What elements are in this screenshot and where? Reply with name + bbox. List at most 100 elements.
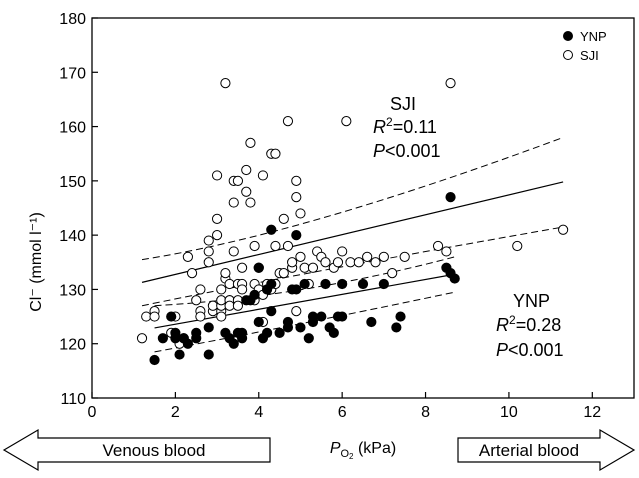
data-point-ynp (328, 327, 339, 338)
x-tick-label: 12 (583, 404, 601, 421)
data-point-ynp (295, 322, 306, 333)
data-point-sji (186, 268, 198, 279)
confidence-band-sji (141, 136, 564, 261)
data-point-sji (245, 197, 256, 208)
data-point-ynp (307, 311, 319, 322)
data-point-sji (291, 192, 302, 203)
data-point-ynp (337, 311, 348, 322)
arterial-blood-arrow: Arterial blood (457, 428, 636, 472)
arterial-arrow-label: Arterial blood (479, 441, 579, 460)
data-point-ynp (166, 311, 177, 322)
data-point-ynp (253, 262, 264, 273)
data-point-sji (387, 268, 398, 279)
data-point-sji (228, 197, 239, 208)
confidence-band-sji (141, 226, 564, 307)
y-tick-label: 180 (59, 11, 86, 28)
data-point-sji (337, 246, 348, 257)
plot-frame (91, 17, 635, 399)
data-point-ynp (262, 327, 273, 338)
data-point-sji (216, 284, 227, 295)
venous-blood-arrow: Venous blood (2, 428, 271, 472)
data-point-ynp (282, 322, 294, 333)
data-point-sji (141, 311, 152, 322)
data-point-sji (270, 240, 281, 252)
data-point-sji (512, 240, 523, 252)
data-point-sji (345, 257, 356, 268)
data-point-sji (445, 78, 456, 89)
y-tick-label: 130 (59, 282, 86, 299)
data-point-ynp (228, 338, 239, 349)
data-point-sji (220, 268, 231, 279)
data-point-sji (182, 251, 193, 262)
x-tick-label: 4 (254, 404, 263, 421)
y-tick-label: 150 (59, 174, 86, 191)
y-axis-label-text: Cl⁻ (mmol l⁻¹) (28, 212, 45, 312)
data-point-sji (220, 78, 231, 89)
data-point-sji (203, 246, 214, 257)
venous-arrow-shape (2, 428, 271, 472)
annotation-ynp-p: P<0.001 (496, 340, 564, 360)
y-tick-label: 140 (59, 228, 86, 245)
data-point-sji (228, 246, 239, 257)
annotation-sji: SJI R2=0.11 P<0.001 (373, 94, 441, 161)
data-point-ynp (174, 349, 185, 360)
data-point-sji (236, 262, 248, 273)
data-point-sji (282, 116, 294, 127)
data-points (136, 78, 569, 366)
data-point-ynp (191, 327, 202, 338)
data-point-sji (191, 295, 202, 306)
data-point-sji (136, 333, 148, 344)
data-point-sji (224, 300, 235, 311)
data-point-ynp (366, 316, 377, 328)
data-point-sji (195, 311, 206, 322)
legend-label-sji: SJI (580, 48, 599, 63)
data-point-ynp (337, 278, 348, 290)
data-point-sji (232, 300, 244, 311)
data-point-ynp (303, 333, 314, 344)
x-tick-label: 10 (500, 404, 518, 421)
data-point-sji (341, 116, 352, 127)
data-point-sji (295, 251, 306, 262)
data-point-ynp (291, 230, 302, 241)
y-tick-label: 110 (60, 391, 86, 408)
data-point-sji (362, 251, 373, 262)
data-point-sji (245, 137, 256, 148)
data-point-sji (249, 240, 260, 252)
data-point-ynp (203, 322, 214, 333)
x-tick-label: 0 (88, 404, 97, 421)
data-point-sji (236, 284, 248, 295)
data-point-sji (241, 164, 252, 176)
x-tick-label: 6 (338, 404, 347, 421)
data-point-ynp (274, 327, 285, 338)
data-point-ynp (445, 192, 456, 203)
data-point-sji (207, 300, 219, 311)
annotation-ynp-r2: R2=0.28 (496, 313, 561, 335)
data-point-ynp (203, 349, 214, 360)
annotation-sji-p: P<0.001 (373, 141, 441, 161)
regression-line-sji (141, 181, 564, 283)
data-point-ynp (391, 322, 402, 333)
data-point-ynp (182, 338, 193, 349)
data-point-sji (241, 186, 252, 197)
data-point-ynp (291, 284, 302, 295)
data-point-sji (278, 213, 289, 224)
data-point-sji (211, 170, 223, 181)
x-tick-label: 2 (171, 404, 180, 421)
data-point-sji (299, 262, 310, 273)
data-point-sji (432, 240, 444, 252)
data-point-sji (211, 213, 223, 224)
data-point-sji (216, 295, 227, 306)
data-point-sji (558, 224, 569, 235)
data-point-sji (378, 251, 389, 262)
x-axis-label: PO2 (kPa) (330, 440, 396, 461)
data-point-ynp (299, 278, 310, 290)
data-point-sji (332, 257, 344, 268)
y-axis-label: Cl⁻ (mmol l⁻¹) (28, 212, 45, 312)
data-point-sji (216, 311, 227, 322)
data-point-ynp (378, 278, 389, 290)
legend-marker-sji (563, 50, 573, 60)
data-point-sji (278, 268, 289, 279)
legend: YNP SJI (563, 29, 607, 63)
data-point-sji (203, 235, 214, 246)
data-point-sji (211, 230, 223, 241)
